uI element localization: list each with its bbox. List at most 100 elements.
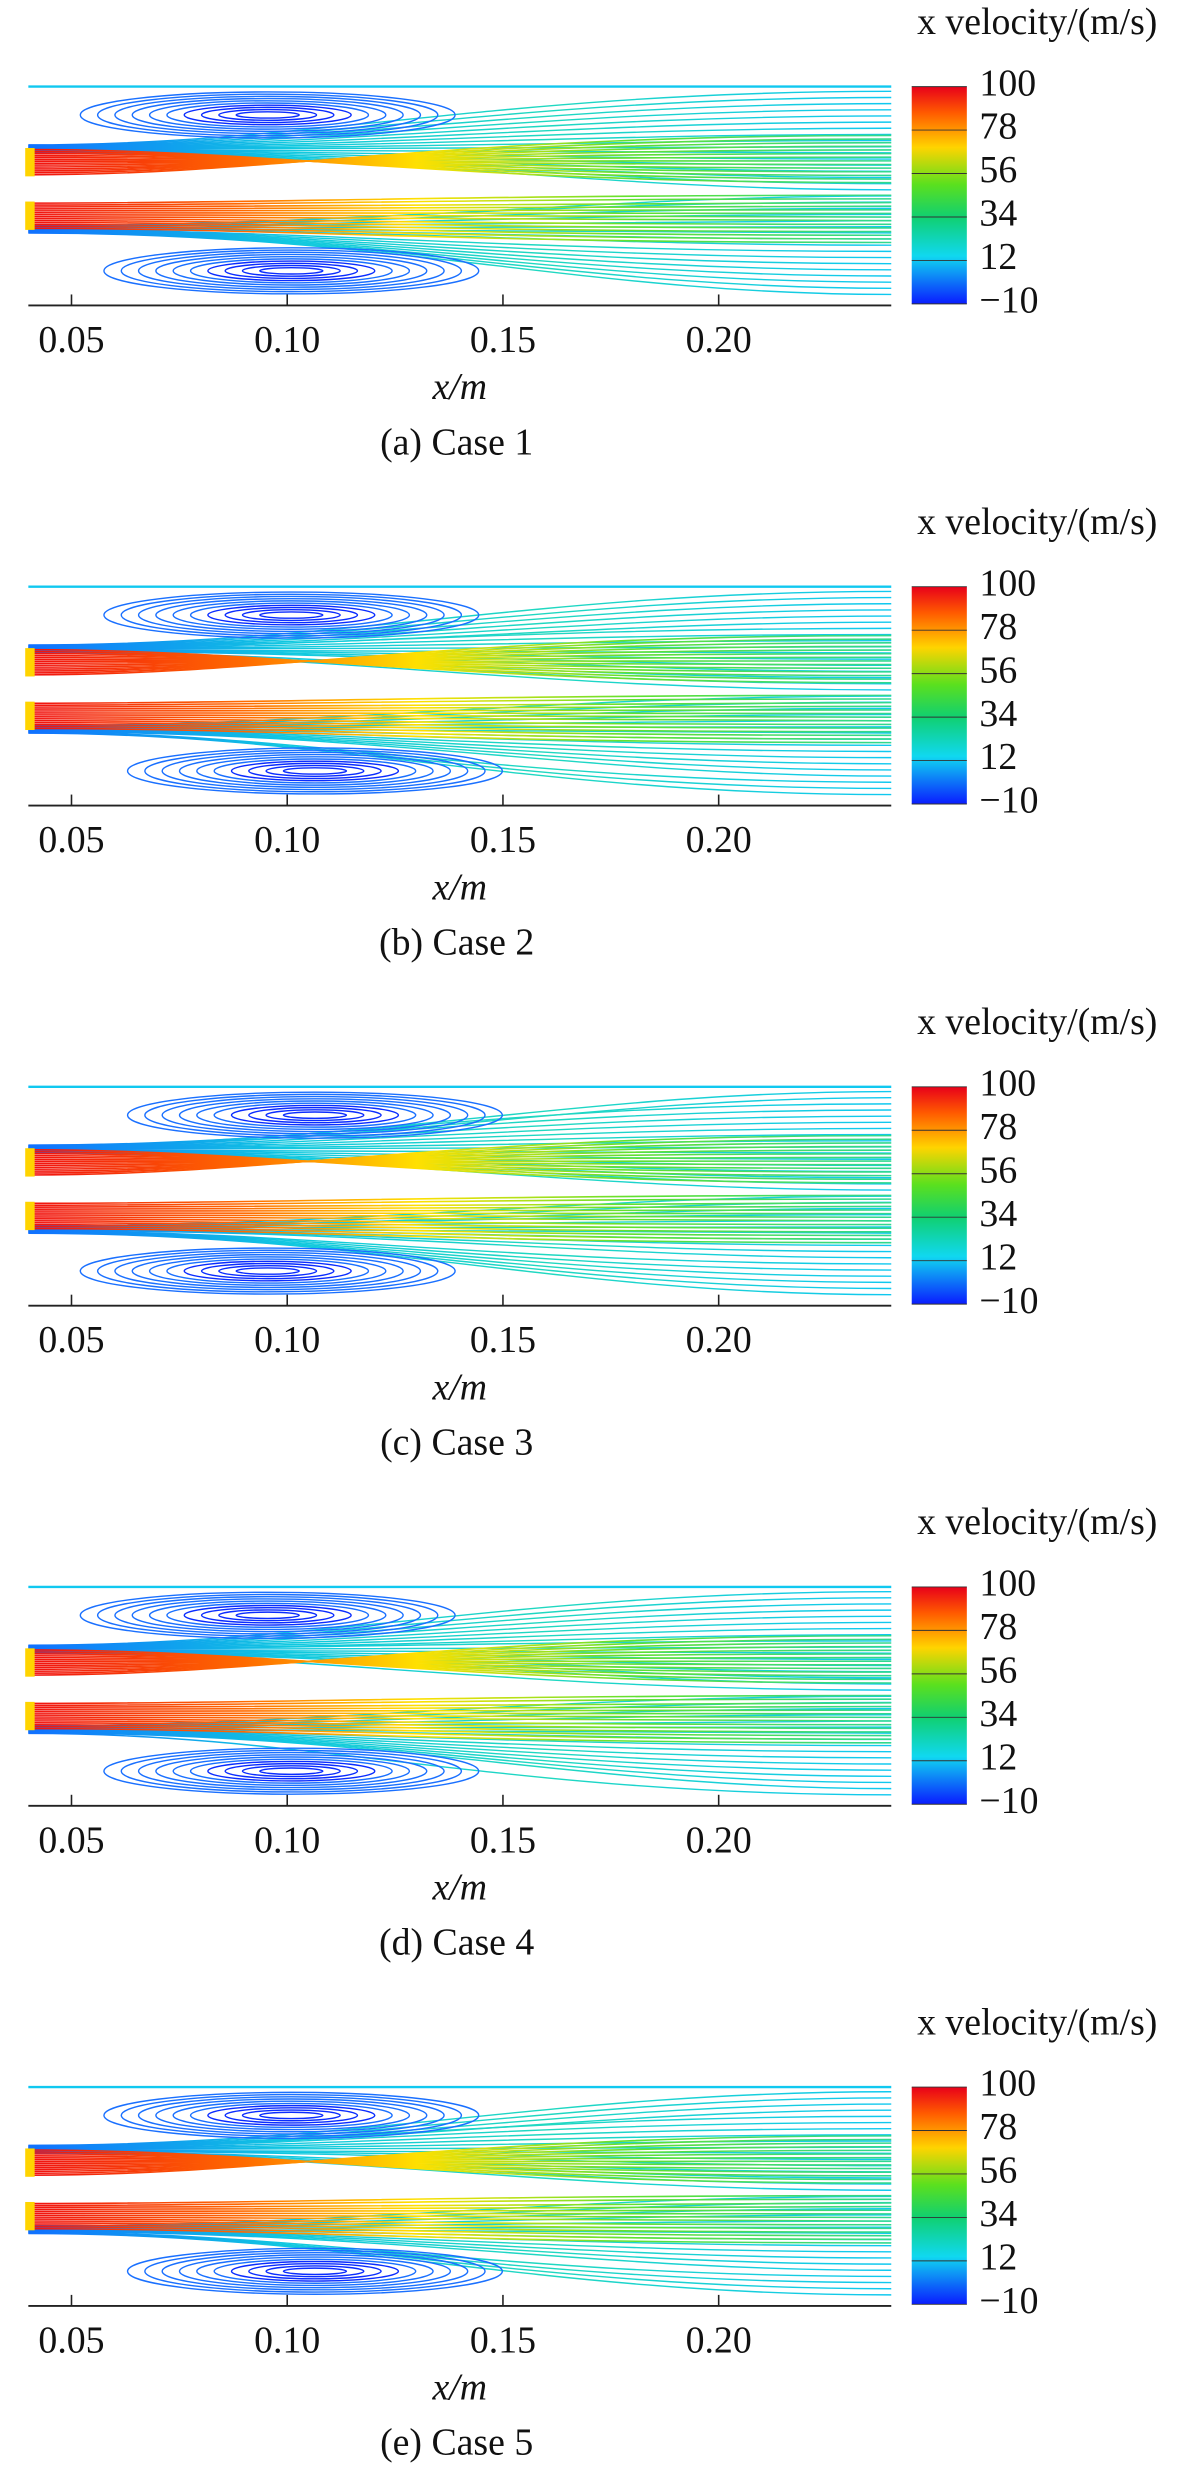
colorbar-tick-label: 12 bbox=[979, 1236, 1017, 1278]
streamline bbox=[28, 1725, 892, 1740]
streamline bbox=[28, 656, 892, 670]
streamline bbox=[28, 1653, 892, 1667]
x-tick-label: 0.20 bbox=[686, 1819, 752, 1861]
streamline bbox=[28, 1154, 892, 1173]
recirculation bbox=[259, 2111, 324, 2120]
streamline bbox=[28, 2209, 892, 2213]
streamline bbox=[28, 158, 892, 166]
inlet bbox=[25, 148, 35, 177]
recirculation bbox=[200, 106, 335, 124]
recirculation bbox=[161, 751, 469, 791]
streamline bbox=[28, 1150, 892, 1181]
streamline bbox=[28, 148, 892, 184]
colorbar-label: x velocity/(m/s) bbox=[917, 1501, 1157, 1543]
streamline bbox=[28, 1209, 892, 1212]
streamlines bbox=[25, 585, 892, 796]
recirculation bbox=[183, 1604, 352, 1626]
inlet bbox=[25, 1648, 35, 1677]
streamline bbox=[28, 2218, 892, 2226]
colorbar bbox=[911, 86, 967, 304]
streamline bbox=[28, 2216, 892, 2222]
recirculation bbox=[282, 767, 348, 775]
streamline bbox=[28, 1221, 892, 1233]
streamline bbox=[28, 1656, 892, 1670]
streamline bbox=[28, 223, 892, 237]
streamline bbox=[28, 694, 892, 705]
recirculation bbox=[155, 2098, 428, 2133]
panel: 0.05 0.10 0.15 0.20 x/m (d) Case 4 x velocity/… bbox=[25, 1501, 1157, 1964]
streamlines bbox=[25, 2085, 892, 2296]
colorbar-tick-label: 12 bbox=[979, 236, 1017, 278]
inlet bbox=[25, 648, 35, 677]
streamline bbox=[28, 1133, 892, 1150]
recirculation bbox=[148, 1600, 387, 1631]
recirculation bbox=[224, 1762, 359, 1780]
recirculation bbox=[178, 1098, 452, 1133]
streamline bbox=[28, 154, 892, 173]
streamline bbox=[28, 1732, 892, 1796]
colorbar-tick-label: 34 bbox=[979, 1693, 1017, 1735]
streamline bbox=[28, 701, 892, 708]
streamline bbox=[28, 2151, 892, 2181]
streamline bbox=[28, 1156, 892, 1170]
streamline bbox=[28, 2198, 892, 2207]
recirculation bbox=[137, 1751, 445, 1791]
streamline bbox=[28, 1198, 892, 1207]
colorbar-tick-label: −10 bbox=[979, 1280, 1038, 1322]
recirculation bbox=[155, 1754, 428, 1789]
streamline bbox=[28, 1214, 892, 1219]
recirculation bbox=[144, 2249, 486, 2293]
streamline bbox=[28, 1149, 892, 1184]
recirculation bbox=[207, 604, 376, 626]
x-tick-label: 0.05 bbox=[38, 2319, 104, 2361]
streamline bbox=[28, 231, 892, 283]
recirculation bbox=[213, 1102, 417, 1128]
streamline bbox=[28, 2145, 892, 2171]
streamline bbox=[28, 2135, 892, 2177]
streamline bbox=[28, 2121, 892, 2149]
caption: (c) Case 3 bbox=[380, 1422, 533, 1464]
recirculation bbox=[241, 264, 341, 277]
streamline bbox=[28, 152, 892, 177]
recirculation bbox=[96, 1249, 439, 1293]
colorbar-label: x velocity/(m/s) bbox=[917, 2001, 1157, 2043]
recirculation bbox=[196, 756, 434, 786]
recirculation bbox=[131, 1598, 404, 1633]
recirculation bbox=[265, 1109, 365, 1122]
streamline bbox=[28, 227, 892, 244]
streamline bbox=[28, 1229, 892, 1259]
recirculation bbox=[230, 760, 400, 782]
streamline bbox=[28, 2194, 892, 2205]
streamline bbox=[28, 1651, 892, 1681]
streamline bbox=[28, 1621, 892, 1649]
colorbar-tick-label: 100 bbox=[979, 62, 1036, 104]
streamline bbox=[28, 138, 892, 174]
recirculation bbox=[224, 262, 359, 280]
colorbar-tick-label: 12 bbox=[979, 2237, 1017, 2279]
recirculation bbox=[213, 2258, 417, 2284]
colorbar-tick-label: −10 bbox=[979, 1780, 1038, 1822]
colorbar-tick-label: 34 bbox=[979, 193, 1017, 235]
colorbar-tick-label: 78 bbox=[979, 106, 1017, 148]
streamline bbox=[28, 2229, 892, 2253]
streamline bbox=[28, 705, 892, 710]
recirculation bbox=[224, 2107, 359, 2124]
recirculation bbox=[230, 1104, 400, 1126]
recirculation bbox=[144, 1093, 486, 1137]
inlet bbox=[25, 201, 35, 230]
streamline bbox=[28, 638, 892, 674]
colorbar bbox=[911, 2087, 967, 2305]
streamline bbox=[28, 152, 892, 166]
streamline bbox=[28, 2158, 892, 2166]
streamline bbox=[28, 1722, 892, 1733]
recirculation bbox=[126, 2247, 504, 2295]
colorbar-tick-label: 100 bbox=[979, 1563, 1036, 1605]
colorbar-tick-label: 34 bbox=[979, 1193, 1017, 1235]
recirculation bbox=[79, 1247, 456, 1295]
recirculation bbox=[259, 266, 324, 275]
colorbar-tick-label: 100 bbox=[979, 2063, 1036, 2105]
recirculation bbox=[161, 2251, 469, 2291]
colorbar bbox=[911, 586, 967, 805]
streamline bbox=[28, 115, 892, 148]
recirculation bbox=[282, 2267, 348, 2276]
